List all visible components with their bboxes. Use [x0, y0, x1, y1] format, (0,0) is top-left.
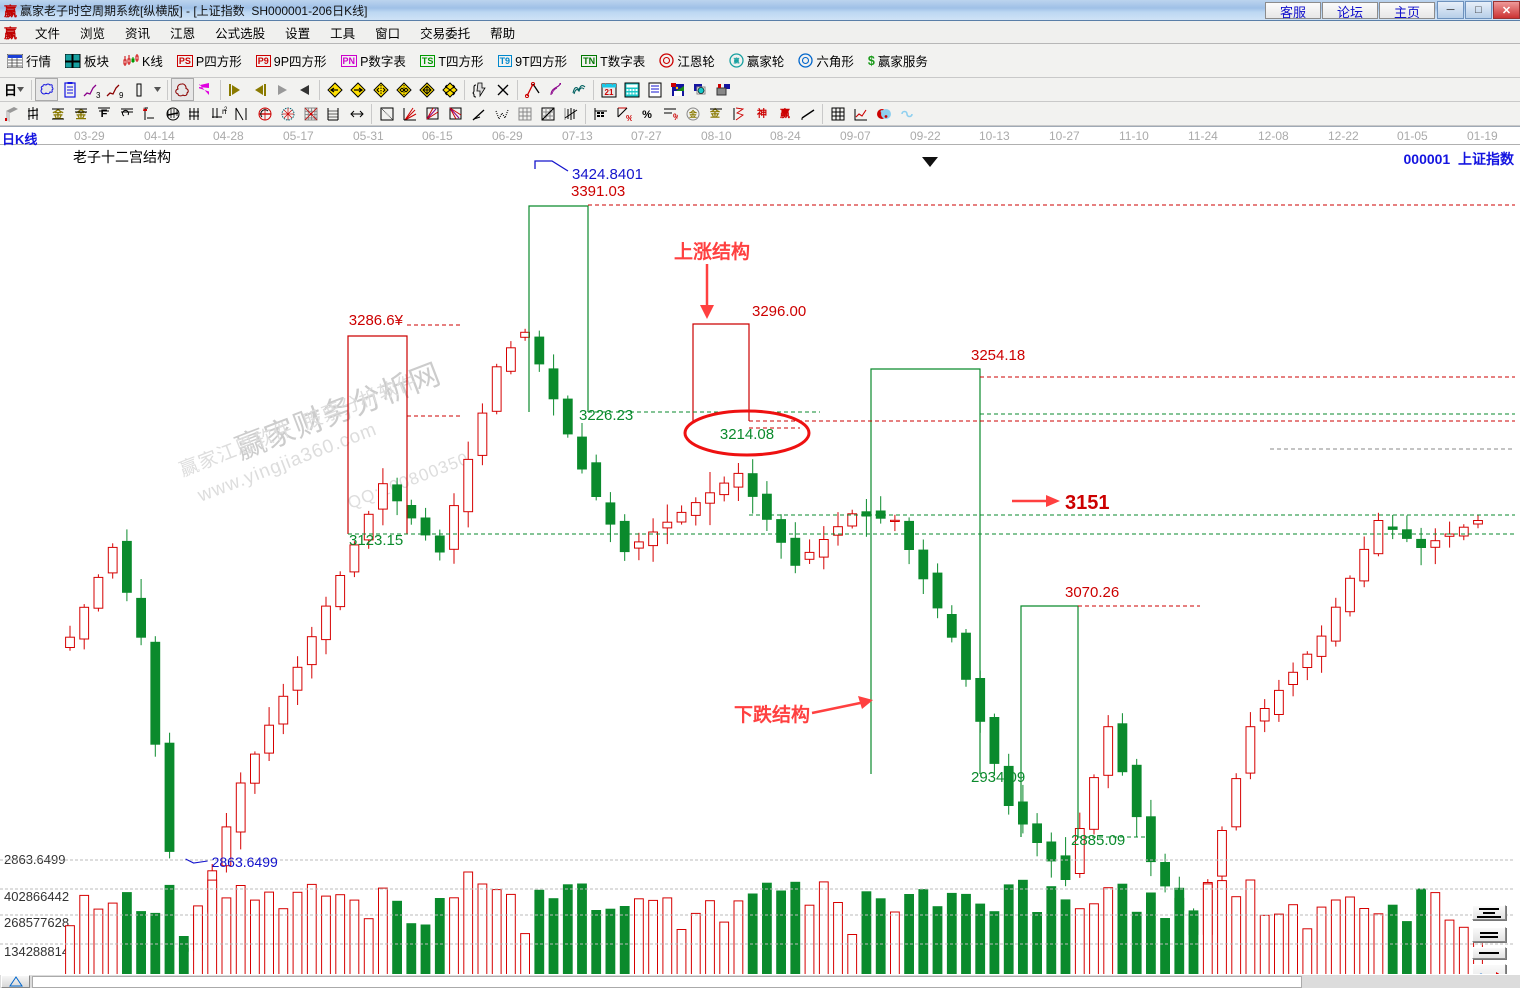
svg-text:3070.26: 3070.26 — [1065, 584, 1119, 601]
svg-text:3226.23: 3226.23 — [579, 407, 633, 424]
svg-text:神: 神 — [757, 107, 767, 120]
svg-text:%: % — [626, 114, 632, 122]
svg-text:%: % — [673, 112, 678, 122]
svg-text:3123.15: 3123.15 — [349, 532, 403, 549]
svg-text:2885.09: 2885.09 — [1071, 832, 1125, 849]
svg-text:2934.09: 2934.09 — [971, 769, 1025, 786]
svg-text:%: % — [642, 109, 652, 121]
svg-text:3214.08: 3214.08 — [720, 426, 774, 443]
svg-text:上涨结构: 上涨结构 — [674, 240, 750, 263]
svg-text:3: 3 — [96, 91, 101, 98]
svg-text:3254.18: 3254.18 — [971, 347, 1025, 364]
svg-text:9: 9 — [119, 91, 124, 98]
svg-text:F: F — [100, 108, 107, 120]
svg-text:3286.6¥: 3286.6¥ — [349, 312, 404, 329]
svg-text:金: 金 — [688, 109, 698, 119]
svg-text:3151: 3151 — [1065, 492, 1110, 514]
svg-text:下跌结构: 下跌结构 — [734, 703, 810, 726]
svg-text:3424.8401: 3424.8401 — [572, 166, 643, 183]
svg-text:赢: 赢 — [780, 107, 790, 120]
svg-text:赢: 赢 — [733, 57, 739, 65]
svg-text:2863.6499: 2863.6499 — [212, 854, 278, 870]
svg-text:2: 2 — [224, 107, 227, 113]
svg-text:21: 21 — [604, 88, 613, 97]
svg-text:3391.03: 3391.03 — [571, 183, 625, 200]
svg-text:3296.00: 3296.00 — [752, 303, 806, 320]
